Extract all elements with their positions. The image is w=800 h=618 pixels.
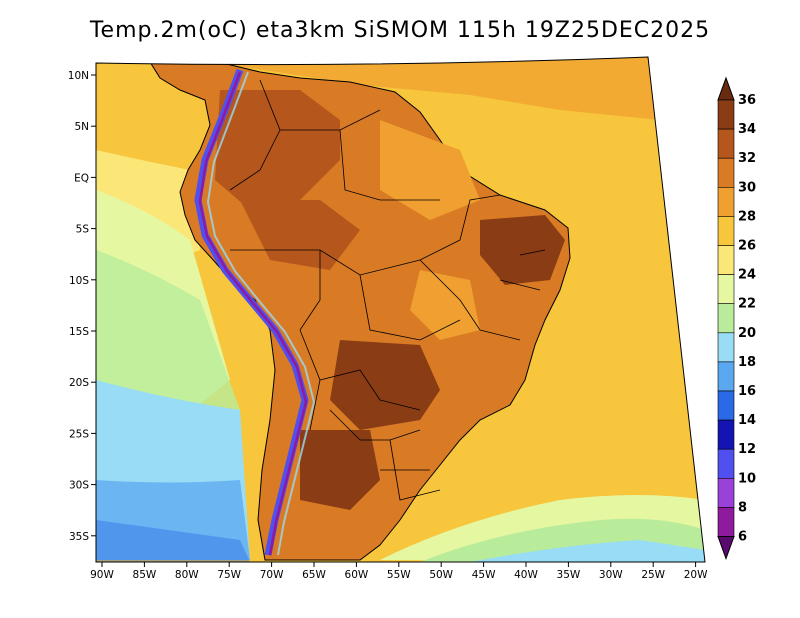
colorbar-label: 6	[738, 530, 747, 545]
lon-label: 65W	[302, 569, 326, 581]
lon-label: 90W	[90, 569, 114, 581]
ocean-coldest-sw	[96, 520, 250, 562]
hot-zone-west	[240, 200, 360, 270]
ocean-cold-se	[470, 540, 705, 562]
hot-zone-amazon	[215, 90, 340, 210]
colorbar-label: 26	[738, 239, 756, 254]
lon-label: 80W	[175, 569, 199, 581]
colorbar-segment	[717, 245, 735, 275]
colorbar-label: 34	[738, 122, 756, 137]
lat-label: 30S	[69, 480, 89, 492]
warm-zone-north	[380, 120, 480, 220]
colorbar-label: 36	[738, 93, 756, 108]
colorbar-label: 12	[738, 442, 756, 457]
lat-label: 10S	[69, 275, 89, 287]
lon-label: 60W	[345, 569, 369, 581]
lon-label: 45W	[472, 569, 496, 581]
colorbar-segment	[717, 157, 735, 188]
colorbar-label: 14	[738, 413, 756, 428]
colorbar-segment	[717, 187, 735, 217]
colorbar-label: 22	[738, 297, 756, 312]
colorbar: 36 34 32 30 28 26 24 22 20 18 16 14 12 10 8 6	[717, 76, 756, 560]
lat-label: EQ	[74, 172, 89, 184]
colorbar-segment	[717, 303, 735, 334]
colorbar-segment	[717, 216, 735, 246]
colorbar-segment	[717, 99, 735, 130]
colorbar-segment	[717, 507, 735, 537]
lon-label: 55W	[387, 569, 411, 581]
map-frame	[95, 56, 706, 563]
colorbar-label: 16	[738, 384, 756, 399]
lat-label: 5S	[76, 224, 90, 236]
lat-label: 15S	[69, 326, 89, 338]
colorbar-label: 30	[738, 180, 756, 195]
lon-label: 75W	[217, 569, 241, 581]
lat-label: 25S	[69, 428, 89, 440]
hot-zone-south	[300, 430, 380, 510]
lon-label: 25W	[641, 569, 665, 581]
lon-label: 35W	[557, 569, 581, 581]
lon-label: 70W	[260, 569, 284, 581]
map-area	[96, 57, 705, 562]
colorbar-bottom-arrow	[717, 536, 735, 560]
colorbar-label: 18	[738, 355, 756, 370]
colorbar-segment	[717, 332, 735, 363]
political-borders	[229, 79, 546, 501]
latitude-axis: 10N 5N EQ 5S 10S 15S 20S 25S 30S 35S	[68, 70, 96, 543]
lon-label: 20W	[684, 569, 708, 581]
map-title: Temp.2m(oC) eta3km SiSMOM 115h 19Z25DEC2…	[89, 18, 711, 43]
colorbar-label: 28	[738, 209, 756, 224]
colorbar-label: 10	[738, 471, 756, 486]
lon-label: 30W	[599, 569, 623, 581]
colorbar-segment	[717, 390, 735, 421]
ocean-colder-sw	[96, 480, 250, 560]
colorbar-label: 20	[738, 326, 756, 341]
colorbar-top-arrow	[717, 76, 735, 101]
colorbar-label: 24	[738, 268, 756, 283]
lat-label: 10N	[68, 70, 89, 82]
colorbar-segment	[717, 274, 735, 305]
longitude-axis: 90W 85W 80W 75W 70W 65W 60W 55W 50W 45W 40W 35W 30W 2…	[90, 562, 708, 581]
colorbar-segment	[717, 361, 735, 392]
colorbar-segment	[717, 477, 735, 508]
colorbar-label: 8	[738, 500, 747, 515]
hot-zone-central	[330, 340, 440, 430]
colorbar-label: 32	[738, 151, 756, 166]
warm-zone-mid	[410, 270, 480, 340]
lat-label: 20S	[69, 377, 89, 389]
colorbar-segment	[717, 128, 735, 159]
lon-label: 50W	[429, 569, 453, 581]
lat-label: 5N	[74, 121, 89, 133]
colorbar-segment	[717, 419, 735, 450]
ocean-warm-north	[96, 57, 660, 120]
lon-label: 85W	[133, 569, 157, 581]
colorbar-segment	[717, 448, 735, 479]
lat-label: 35S	[69, 531, 89, 543]
hot-zone-northeast	[480, 215, 565, 285]
lon-label: 40W	[514, 569, 538, 581]
